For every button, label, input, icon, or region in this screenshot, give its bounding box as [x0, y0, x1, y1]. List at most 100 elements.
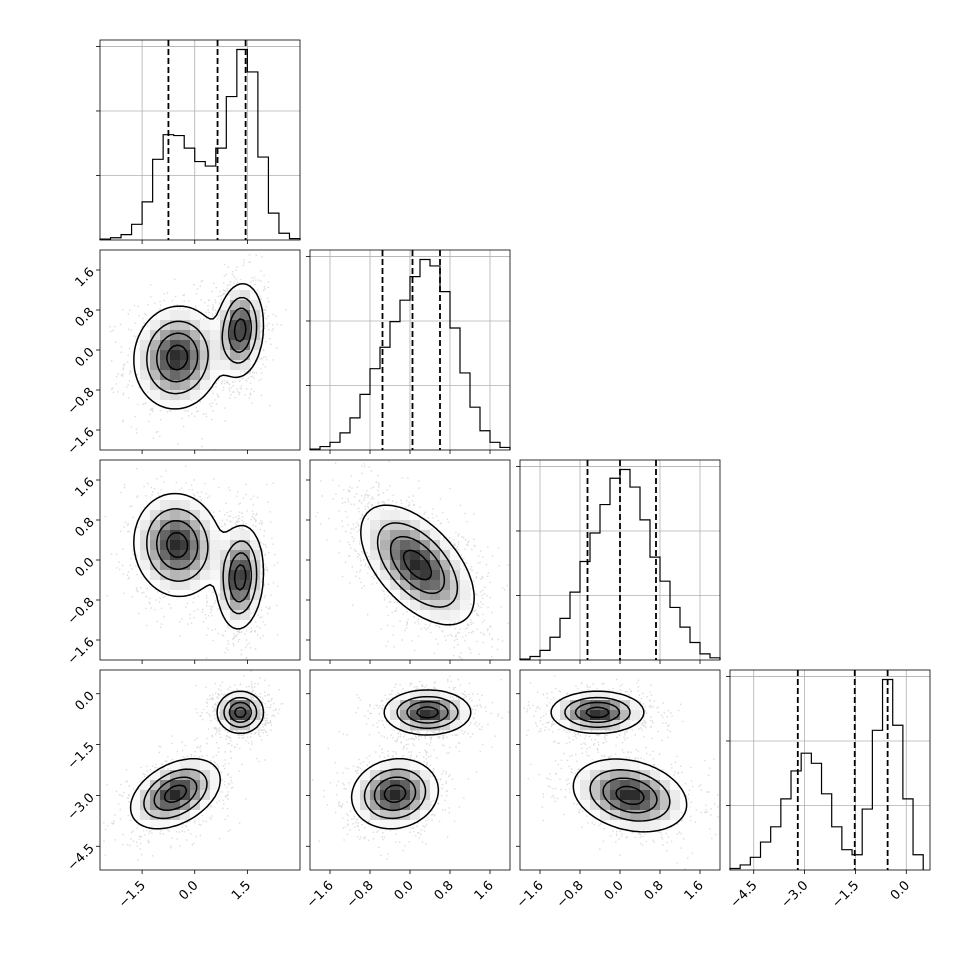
- panel-frame: [729, 669, 931, 871]
- contour-line: [133, 282, 265, 410]
- density-bin: [220, 550, 231, 561]
- density-bin: [400, 590, 411, 601]
- density-bin: [370, 810, 381, 821]
- contour-line: [143, 696, 258, 820]
- density-bin: [620, 820, 631, 831]
- density-bin: [380, 820, 391, 831]
- density-bin: [250, 340, 261, 351]
- density-bin: [420, 540, 431, 551]
- density-bin: [170, 380, 181, 391]
- density-bin: [400, 550, 411, 561]
- density-bin: [250, 290, 261, 301]
- density-bin: [430, 570, 441, 581]
- density-bin: [200, 800, 211, 811]
- contour-line: [133, 492, 265, 630]
- density-bin: [590, 690, 601, 701]
- density-bin: [350, 790, 361, 801]
- density-bin: [250, 320, 261, 331]
- density-bin: [420, 770, 431, 781]
- density-bin: [200, 350, 211, 361]
- density-bin: [170, 330, 181, 341]
- density-bin: [410, 780, 421, 791]
- scatter-panel-0: [99, 249, 301, 451]
- density-bin: [450, 610, 461, 621]
- density-bin: [200, 560, 211, 571]
- density-bin: [640, 760, 651, 771]
- density-bin: [200, 770, 211, 781]
- density-bin: [440, 700, 451, 711]
- density-bin: [370, 560, 381, 571]
- density-bin: [170, 810, 181, 821]
- density-bin: [210, 520, 221, 531]
- density-bin: [400, 820, 411, 831]
- density-bin: [150, 540, 161, 551]
- density-bin: [570, 780, 581, 791]
- density-bin: [230, 700, 241, 711]
- density-bin: [240, 350, 251, 361]
- scatter-panel-4: [309, 669, 511, 871]
- density-bin: [390, 760, 401, 771]
- density-bin: [170, 800, 181, 811]
- density-bin: [420, 720, 431, 731]
- density-bin: [660, 800, 671, 811]
- density-bin: [220, 610, 231, 621]
- x-tick-label: −1.6: [304, 878, 337, 911]
- panel-background: [100, 40, 300, 240]
- density-bin: [360, 770, 371, 781]
- density-bin: [200, 790, 211, 801]
- density-bin: [410, 720, 421, 731]
- density-bin: [420, 600, 431, 611]
- density-bin: [630, 760, 641, 771]
- density-bin: [180, 500, 191, 511]
- density-bin: [620, 720, 631, 731]
- density-bin: [180, 570, 191, 581]
- contour-line: [402, 549, 433, 581]
- density-bin: [140, 380, 151, 391]
- density-bin: [200, 570, 211, 581]
- density-bin: [620, 760, 631, 771]
- density-bin: [680, 800, 691, 811]
- density-bin: [670, 810, 681, 821]
- density-bin: [440, 580, 451, 591]
- density-bin: [390, 720, 401, 731]
- density-bin: [220, 340, 231, 351]
- density-bin: [150, 320, 161, 331]
- contour-line: [550, 690, 688, 833]
- x-tick-label: −1.5: [116, 878, 149, 911]
- density-bin: [450, 560, 461, 571]
- density-bin: [240, 540, 251, 551]
- density-bin: [150, 770, 161, 781]
- density-bin: [160, 350, 171, 361]
- density-bin: [370, 510, 381, 521]
- density-bin: [230, 560, 241, 571]
- density-bin: [380, 760, 391, 771]
- density-bin: [250, 300, 261, 311]
- density-bin: [440, 710, 451, 721]
- density-bin: [170, 350, 181, 361]
- density-bin: [390, 770, 401, 781]
- x-tick-label: −0.8: [344, 878, 377, 911]
- density-bin: [370, 550, 381, 561]
- density-bin: [240, 290, 251, 301]
- density-bin: [220, 580, 231, 591]
- density-bin: [390, 700, 401, 711]
- density-bin: [150, 560, 161, 571]
- contour-line: [574, 701, 658, 814]
- density-bin: [240, 690, 251, 701]
- density-bin: [390, 550, 401, 561]
- contour-line: [166, 531, 247, 591]
- density-bin: [450, 550, 461, 561]
- density-bin: [630, 810, 641, 821]
- contour-line: [163, 706, 247, 803]
- density-bin: [360, 520, 371, 531]
- density-bin: [230, 690, 241, 701]
- density-bin: [420, 590, 431, 601]
- density-bin: [250, 550, 261, 561]
- density-bin: [160, 500, 171, 511]
- y-tick-label: −4.5: [65, 841, 98, 874]
- density-bin: [160, 820, 171, 831]
- density-bin: [220, 540, 231, 551]
- density-bin: [250, 330, 261, 341]
- density-bin: [460, 610, 471, 621]
- density-bin: [140, 330, 151, 341]
